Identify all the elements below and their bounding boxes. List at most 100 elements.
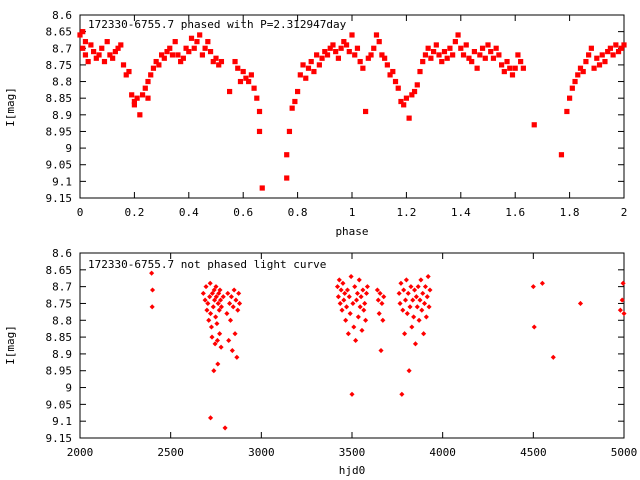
data-point [357,304,363,310]
data-point [167,45,173,51]
data-point [237,78,244,85]
data-point [353,297,360,303]
data-point [444,55,450,61]
y-tick-label: 8.8 [52,314,72,327]
data-point [348,273,354,280]
data-point [577,300,584,307]
data-point [618,45,624,51]
data-point [142,85,148,91]
chart-title: 172330-6755.7 not phased light curve [88,258,326,271]
data-point [164,49,170,55]
data-point [392,78,399,85]
data-point [324,52,331,58]
data-point [137,112,143,118]
data-point [327,45,333,51]
data-point [530,284,536,290]
data-point [428,55,434,61]
data-point [380,317,386,323]
data-point [229,347,235,354]
data-point [564,108,570,115]
data-point [423,314,429,320]
data-point [88,42,94,48]
y-tick-label: 8.65 [46,26,73,39]
data-point [512,65,518,71]
data-point [384,62,390,68]
data-point [402,297,409,303]
data-point [496,52,502,58]
data-point [455,32,461,38]
x-axis-label: phase [335,225,368,238]
data-point [591,65,597,71]
data-point [218,304,224,310]
data-point [319,55,325,61]
data-point [355,314,361,320]
data-point [619,297,625,303]
data-point [149,270,155,276]
data-point [373,32,380,38]
data-point [254,95,260,101]
y-axis-ticks: 8.6 8.65 8.7 8.75 8.8 8.85 8.9 8.95 9 9.05 9.1 9.15 [46,9,624,205]
y-tick-label: 8.75 [46,59,73,72]
data-point [112,49,118,55]
data-point [207,49,214,55]
data-point [107,52,113,58]
data-point [305,65,312,71]
data-point [80,29,86,35]
data-point [186,49,192,55]
data-point [202,45,208,51]
data-point [101,58,108,65]
data-point [346,294,352,300]
data-point [340,280,346,286]
data-point [199,52,205,58]
data-point [226,337,232,344]
data-point [458,45,464,51]
data-point [337,300,343,307]
y-tick-label: 8.7 [52,281,72,294]
data-point [615,49,622,55]
data-point [131,102,137,108]
data-point [452,39,458,45]
y-tick-label: 8.65 [46,264,73,277]
y-tick-label: 8.9 [52,348,72,361]
data-point [583,58,589,65]
data-point [322,49,328,55]
x-tick-label: 1.8 [560,206,580,219]
data-point [613,42,619,48]
data-point [212,297,218,303]
y-tick-label: 8.9 [52,109,72,122]
data-point [567,95,573,101]
data-point [232,58,238,65]
data-point [488,49,494,55]
data-point [417,68,423,75]
data-point [422,52,429,58]
x-tick-label: 0.8 [288,206,308,219]
y-tick-label: 8.85 [46,92,73,105]
data-point [342,290,348,296]
data-point [599,52,605,58]
data-point [110,55,116,61]
data-point [197,32,203,38]
data-point [246,78,252,85]
data-point [214,337,220,344]
data-point [402,331,408,337]
data-point [82,52,89,58]
data-point [227,300,233,307]
data-point [504,58,510,65]
data-point [408,284,414,290]
data-point [188,35,195,41]
data-point [364,284,370,290]
data-point [531,324,537,330]
data-point [343,317,349,323]
data-point [82,39,89,45]
data-point [617,307,623,313]
y-tick-label: 8.7 [52,42,72,55]
data-point [610,52,616,58]
data-point [460,52,467,58]
data-point [406,368,412,374]
data-point [424,294,430,300]
unphased-light-curve-chart: 8.6 8.65 8.7 8.75 8.8 8.85 8.9 8.95 9 9.05 9.1 9.15… [4,247,637,477]
data-point [200,290,206,296]
data-point [149,304,155,310]
data-point [399,391,405,397]
